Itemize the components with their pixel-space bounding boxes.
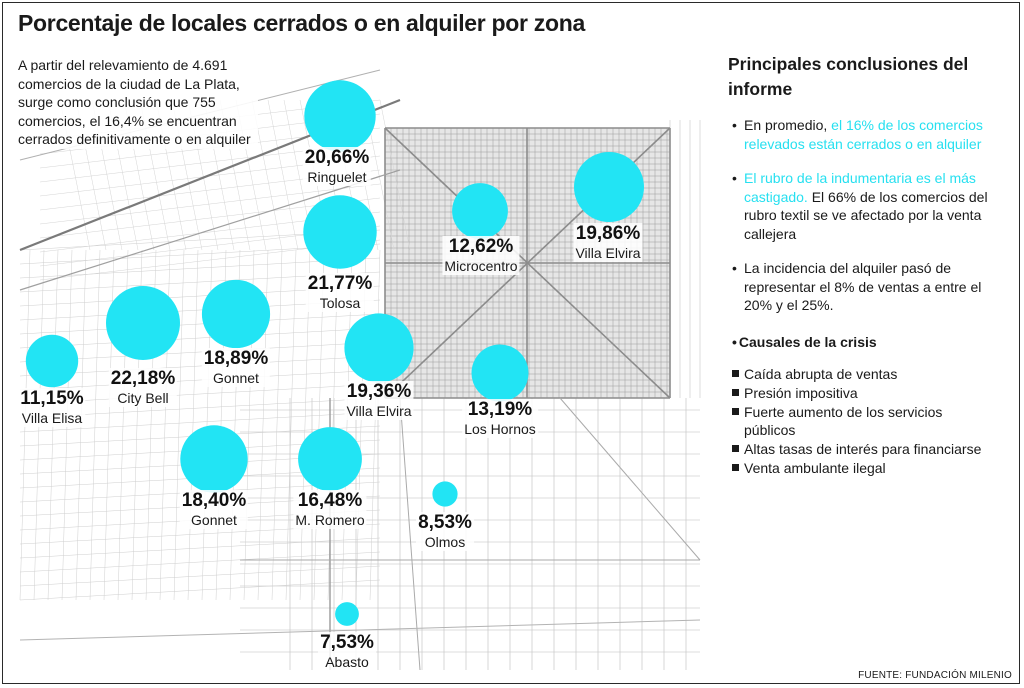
zone-label: 12,62% Microcentro bbox=[442, 236, 520, 275]
zone-label: 21,77% Tolosa bbox=[305, 273, 375, 312]
causes-title: Causales de la crisis bbox=[732, 333, 988, 351]
zone-bubble bbox=[303, 195, 377, 269]
zone-bubble bbox=[298, 427, 362, 491]
source-credit: FUENTE: FUNDACIÓN MILENIO bbox=[858, 670, 1012, 681]
conclusion-item: En promedio, el 16% de los comercios rel… bbox=[718, 116, 988, 153]
zone-name: Los Hornos bbox=[462, 421, 538, 438]
conclusions-list: En promedio, el 16% de los comercios rel… bbox=[718, 116, 988, 315]
cause-item: Altas tasas de interés para financiarse bbox=[718, 440, 988, 458]
zone-label: 13,19% Los Hornos bbox=[462, 399, 538, 438]
zone-bubble bbox=[471, 344, 529, 402]
zone-percentage: 19,86% bbox=[573, 223, 643, 245]
zone-name: City Bell bbox=[108, 390, 178, 407]
causes-list: Caída abrupta de ventas Presión impositi… bbox=[718, 365, 988, 477]
cause-item: Caída abrupta de ventas bbox=[718, 365, 988, 383]
zone-bubble bbox=[432, 481, 458, 507]
zone-name: Villa Elvira bbox=[344, 403, 414, 420]
zone-bubble bbox=[344, 313, 414, 383]
zone-percentage: 20,66% bbox=[302, 147, 372, 169]
zone-label: 8,53% Olmos bbox=[416, 512, 474, 551]
zone-name: Villa Elisa bbox=[18, 410, 86, 427]
cause-item: Venta ambulante ilegal bbox=[718, 459, 988, 477]
page-title: Porcentaje de locales cerrados o en alqu… bbox=[18, 10, 585, 36]
zone-name: Abasto bbox=[318, 654, 376, 671]
zone-percentage: 8,53% bbox=[416, 512, 474, 534]
zone-label: 22,18% City Bell bbox=[108, 368, 178, 407]
zone-bubble bbox=[25, 334, 79, 388]
zone-label: 20,66% Ringuelet bbox=[302, 147, 372, 186]
zone-percentage: 18,89% bbox=[201, 348, 271, 370]
conclusion-item: El rubro de la indumentaria es el más ca… bbox=[718, 169, 988, 243]
intro-text: A partir del relevamiento de 4.691 comer… bbox=[18, 56, 258, 149]
zone-label: 18,40% Gonnet bbox=[179, 490, 249, 529]
zone-name: Villa Elvira bbox=[573, 245, 643, 262]
zone-percentage: 11,15% bbox=[18, 388, 86, 410]
zone-name: Olmos bbox=[416, 534, 474, 551]
zone-name: M. Romero bbox=[293, 512, 367, 529]
zone-name: Ringuelet bbox=[302, 169, 372, 186]
zone-name: Gonnet bbox=[179, 512, 249, 529]
zone-name: Gonnet bbox=[201, 370, 271, 387]
zone-percentage: 12,62% bbox=[442, 236, 520, 258]
zone-percentage: 18,40% bbox=[179, 490, 249, 512]
zone-bubble bbox=[180, 425, 248, 493]
zone-percentage: 7,53% bbox=[318, 632, 376, 654]
zone-name: Tolosa bbox=[305, 295, 375, 312]
zone-percentage: 16,48% bbox=[293, 490, 367, 512]
zone-percentage: 22,18% bbox=[108, 368, 178, 390]
zone-bubble bbox=[335, 602, 359, 626]
zone-bubble bbox=[574, 152, 644, 222]
zone-percentage: 19,36% bbox=[344, 381, 414, 403]
zone-name: Microcentro bbox=[442, 258, 520, 275]
zone-label: 19,36% Villa Elvira bbox=[344, 381, 414, 420]
zone-percentage: 21,77% bbox=[305, 273, 375, 295]
conclusions-panel: Principales conclusiones del informe En … bbox=[718, 52, 988, 478]
zone-label: 19,86% Villa Elvira bbox=[573, 223, 643, 262]
zone-bubble bbox=[201, 279, 271, 349]
zone-bubble bbox=[452, 183, 508, 239]
zone-bubble bbox=[304, 80, 376, 152]
conclusion-item: La incidencia del alquiler pasó de repre… bbox=[718, 259, 988, 315]
zone-bubbles bbox=[25, 80, 644, 626]
zone-label: 11,15% Villa Elisa bbox=[18, 388, 86, 427]
cause-item: Fuerte aumento de los servicios públicos bbox=[718, 403, 988, 439]
panel-heading: Principales conclusiones del informe bbox=[728, 54, 969, 99]
zone-label: 18,89% Gonnet bbox=[201, 348, 271, 387]
zone-percentage: 13,19% bbox=[462, 399, 538, 421]
zone-label: 7,53% Abasto bbox=[318, 632, 376, 671]
zone-label: 16,48% M. Romero bbox=[293, 490, 367, 529]
zone-bubble bbox=[106, 286, 180, 360]
cause-item: Presión impositiva bbox=[718, 384, 988, 402]
